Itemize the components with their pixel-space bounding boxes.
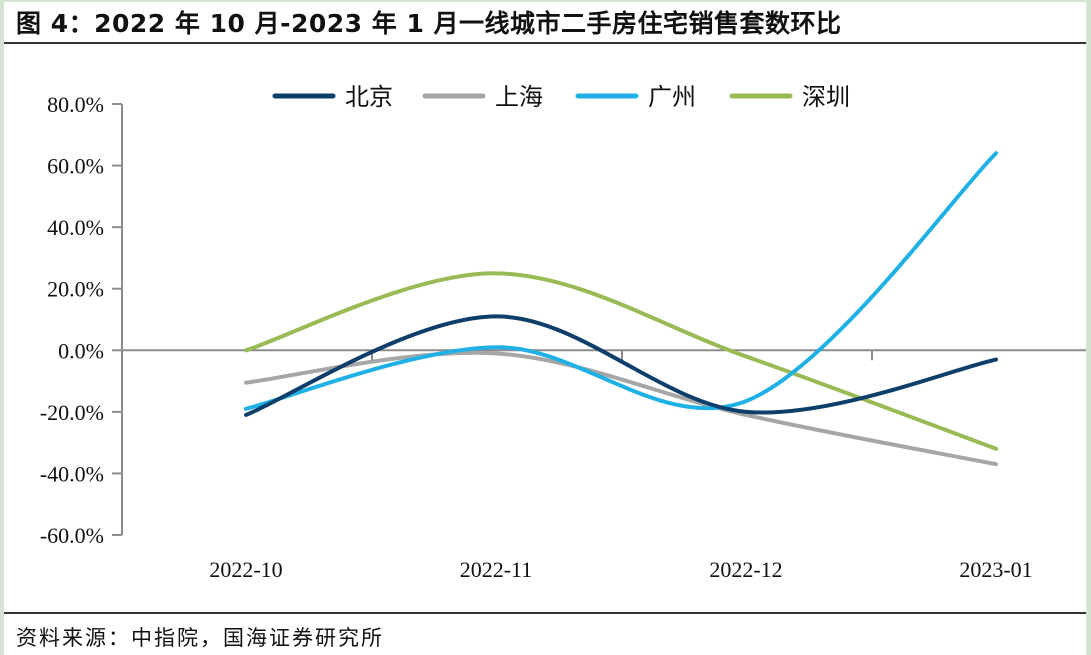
y-tick-label: -20.0% — [40, 400, 104, 425]
title-rule — [4, 42, 1086, 44]
legend: 北京 上海 广州 深圳 — [272, 83, 850, 111]
series-line-1 — [244, 314, 998, 417]
axes: 80.0% 60.0% 40.0% 20.0% 0.0% -20.0% -40.0% -60.… — [40, 92, 1086, 582]
legend-label: 广州 — [648, 83, 696, 111]
legend-label: 深圳 — [802, 83, 850, 111]
figure-title: 图 4：2022 年 10 月-2023 年 1 月一线城市二手房住宅销售套数环… — [16, 9, 842, 38]
source-rule — [4, 612, 1086, 614]
x-tick-label: 2022-12 — [709, 557, 782, 582]
series-lines — [244, 151, 998, 467]
y-tick-label: 60.0% — [47, 154, 104, 179]
legend-label: 北京 — [345, 83, 393, 111]
x-tick-label: 2023-01 — [959, 557, 1032, 582]
series-line-4 — [244, 271, 998, 451]
series-line-3 — [244, 151, 998, 411]
series-line-2 — [244, 350, 998, 467]
x-tick-label: 2022-11 — [460, 557, 533, 582]
source-note: 资料来源：中指院，国海证券研究所 — [16, 626, 384, 650]
legend-label: 上海 — [495, 83, 543, 111]
y-tick-label: 0.0% — [58, 338, 104, 363]
y-tick-label: 20.0% — [47, 277, 104, 302]
y-tick-label: -40.0% — [40, 461, 104, 486]
y-tick-label: 40.0% — [47, 215, 104, 240]
y-tick-label: 80.0% — [47, 92, 104, 117]
y-tick-label: -60.0% — [40, 523, 104, 548]
x-tick-label: 2022-10 — [209, 557, 282, 582]
